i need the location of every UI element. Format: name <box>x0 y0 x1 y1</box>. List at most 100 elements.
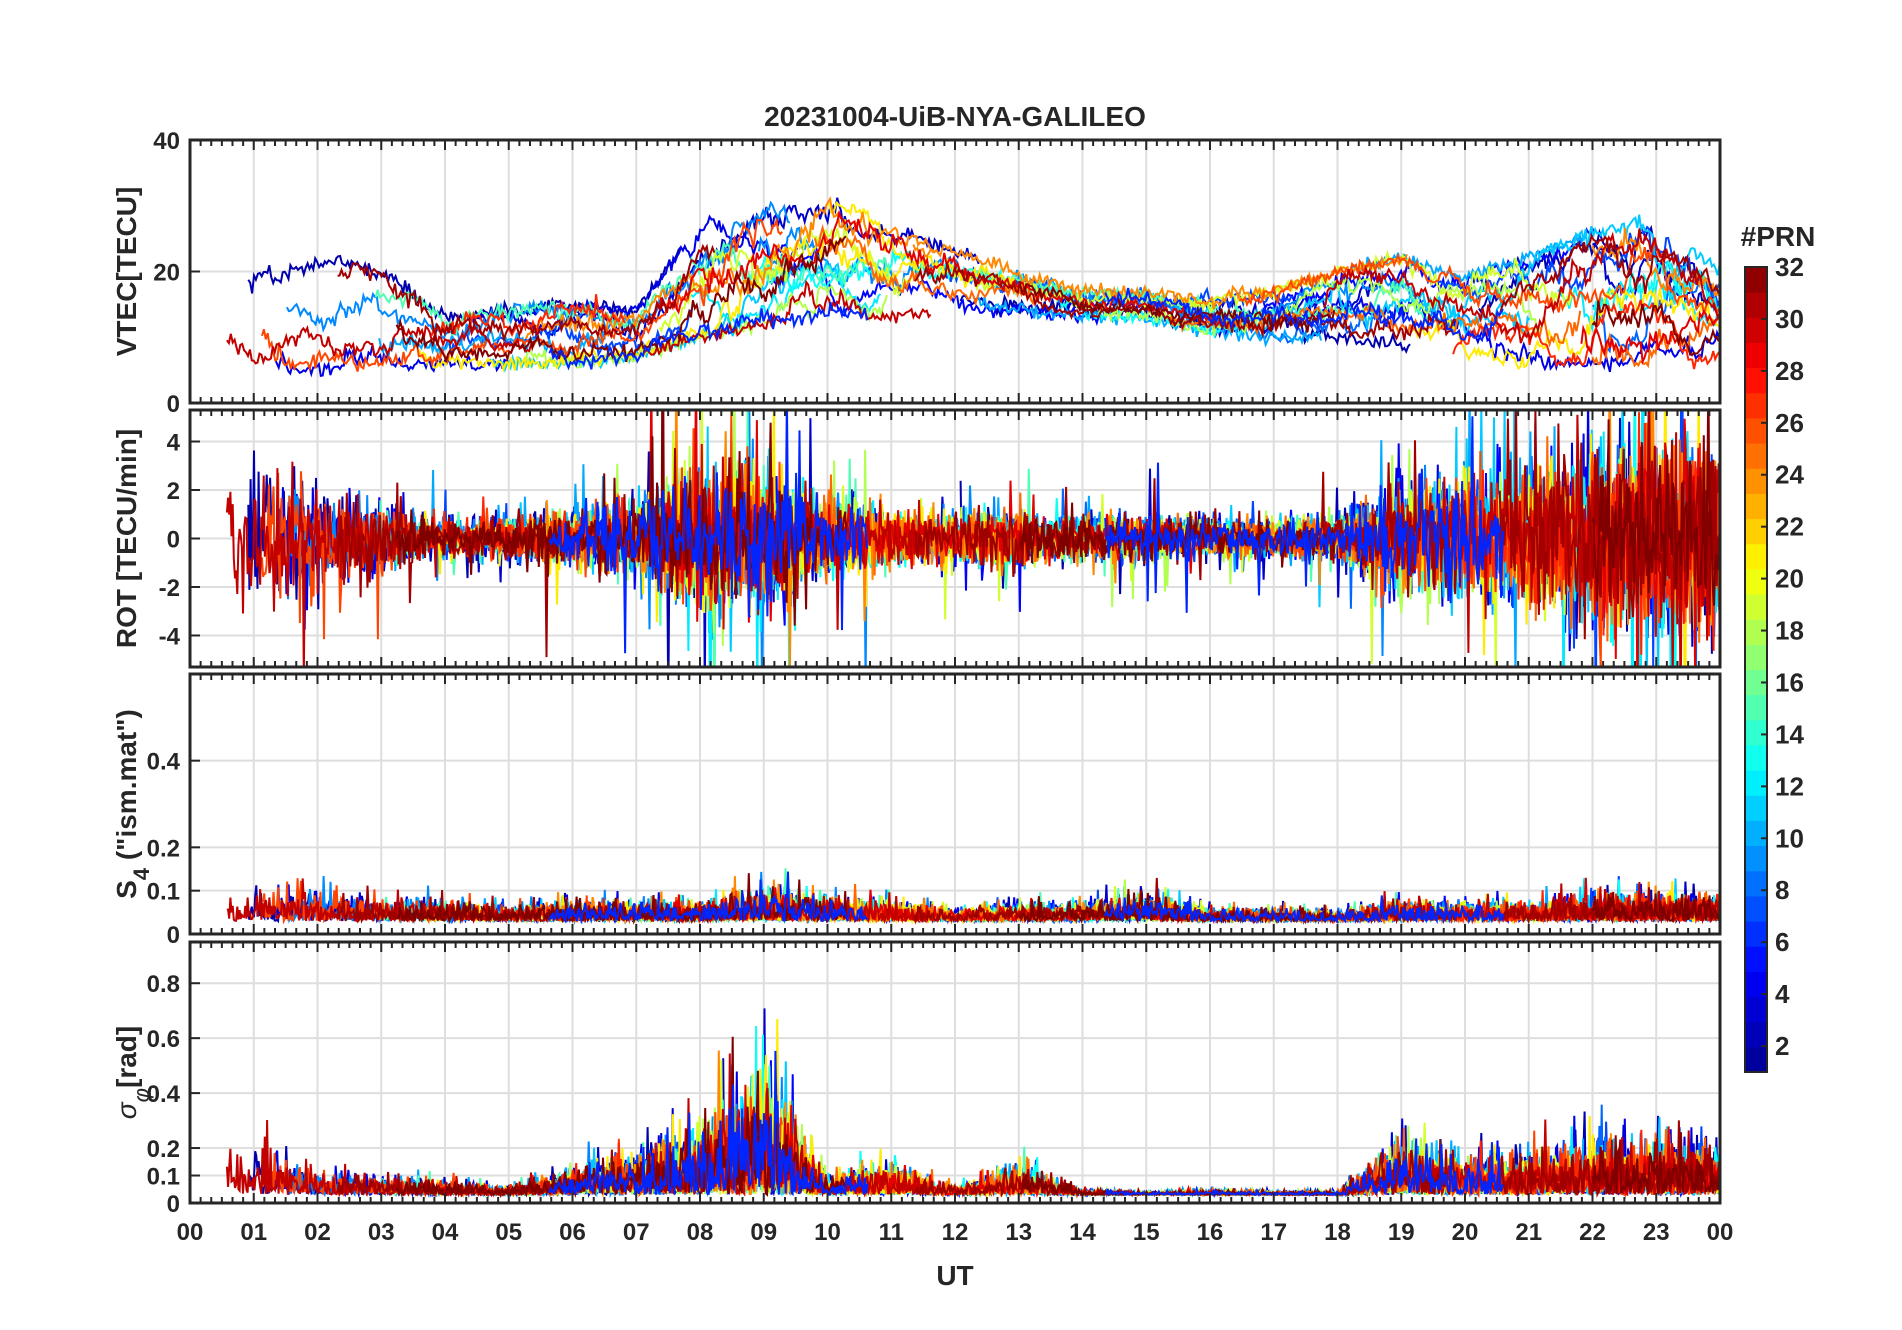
colorbar-tick-label: 32 <box>1775 252 1804 282</box>
y-tick-label: 0.6 <box>147 1026 180 1053</box>
colorbar-segment <box>1745 267 1767 293</box>
ticks <box>189 942 1721 1203</box>
colorbar-tick-label: 28 <box>1775 356 1804 386</box>
colorbar-tick-label: 16 <box>1775 667 1804 697</box>
colorbar-segment <box>1745 292 1767 318</box>
colorbar-tick-label: 8 <box>1775 875 1789 905</box>
y-tick-label: 0 <box>167 391 180 418</box>
colorbar-tick-label: 26 <box>1775 408 1804 438</box>
prn-trace <box>1591 410 1720 606</box>
colorbar-segment <box>1745 921 1767 947</box>
colorbar-segment <box>1745 770 1767 796</box>
x-tick-label: 16 <box>1197 1219 1224 1246</box>
x-tick-label: 10 <box>814 1219 841 1246</box>
y-tick-label: 20 <box>153 260 180 287</box>
colorbar-segment <box>1745 543 1767 570</box>
prn-trace <box>1104 895 1505 925</box>
colorbar-segment <box>1745 820 1767 847</box>
colorbar-frame <box>1744 266 1768 1073</box>
prn-trace <box>1322 228 1720 344</box>
colorbar-segment <box>1745 694 1767 721</box>
y-axis-label: ROT [TECU/min] <box>111 429 142 648</box>
y-tick-label: -4 <box>159 623 181 650</box>
colorbar-segment <box>1745 719 1767 746</box>
traces <box>225 410 1720 667</box>
panel-2: -4 -2 0 2 4 ROT [TECU/min] <box>111 408 1722 669</box>
x-tick-label: 12 <box>942 1219 969 1246</box>
prn-trace <box>337 243 716 344</box>
prn-trace <box>1580 309 1720 366</box>
prn-trace <box>769 243 1102 327</box>
prn-trace <box>912 243 1408 310</box>
colorbar-tick-label: 12 <box>1775 771 1804 801</box>
prn-trace <box>813 223 1039 307</box>
y-tick-label: 4 <box>167 430 181 457</box>
colorbar-segment <box>1745 367 1767 394</box>
y-tick-label: 0 <box>167 527 180 554</box>
colorbar-segment <box>1745 1021 1767 1048</box>
y-tick-label: 0.2 <box>147 1136 180 1163</box>
prn-trace <box>1262 226 1596 312</box>
ticks <box>189 410 1721 667</box>
y-tick-label: 0 <box>167 1191 180 1218</box>
prn-trace <box>525 196 935 340</box>
x-tick-label: 14 <box>1069 1219 1096 1246</box>
x-axis: 00 01 02 03 04 05 06 07 08 09 10 11 12 13 14 15 16 17 18 19… <box>177 1219 1734 1246</box>
colorbar-segment <box>1745 744 1767 771</box>
x-tick-label: 21 <box>1515 1219 1542 1246</box>
ticks <box>189 140 1721 403</box>
colorbar-segment <box>1745 317 1767 343</box>
grid <box>190 674 1720 935</box>
y-tick-label: 0.1 <box>147 879 180 906</box>
x-tick-label: 20 <box>1452 1219 1479 1246</box>
y-tick-label: -2 <box>159 575 180 602</box>
prn-trace <box>977 296 1323 348</box>
colorbar-segment <box>1745 971 1767 998</box>
panel-4: 00.10.2 0.4 0.6 0.8 σφ[rad] <box>111 940 1722 1218</box>
panel-1: 0 20 40 VTEC[TECU] <box>111 128 1722 418</box>
colorbar-segment <box>1745 342 1767 369</box>
y-tick-label: 2 <box>167 478 180 505</box>
colorbar-segment <box>1745 468 1767 494</box>
x-tick-label: 23 <box>1643 1219 1670 1246</box>
x-tick-label: 00 <box>177 1219 204 1246</box>
prn-trace <box>1591 1132 1720 1194</box>
colorbar-segment <box>1745 1046 1767 1073</box>
colorbar-tick-label: 14 <box>1775 719 1804 749</box>
x-tick-label: 13 <box>1005 1219 1032 1246</box>
x-tick-label: 01 <box>240 1219 267 1246</box>
x-tick-label: 00 <box>1707 1219 1734 1246</box>
prn-trace <box>913 877 1458 925</box>
prn-trace <box>1104 416 1505 613</box>
colorbar-segment <box>1745 594 1767 620</box>
y-tick-label: 0.2 <box>147 835 180 862</box>
colorbar-tick-label: 22 <box>1775 512 1804 542</box>
x-tick-label: 04 <box>432 1219 459 1246</box>
colorbar-segment <box>1745 946 1767 972</box>
colorbar-segment <box>1745 392 1767 419</box>
colorbar-segment <box>1745 895 1767 922</box>
prn-trace <box>1104 287 1504 343</box>
x-tick-label: 17 <box>1260 1219 1287 1246</box>
x-tick-label: 22 <box>1579 1219 1606 1246</box>
colorbar-segment <box>1745 845 1767 872</box>
y-axis-label: S4 ("ism.mat") <box>111 709 154 899</box>
colorbar-tick-label: 4 <box>1775 979 1790 1009</box>
x-tick-label: 02 <box>304 1219 331 1246</box>
colorbar-label: #PRN <box>1741 221 1816 252</box>
figure-title: 20231004-UiB-NYA-GALILEO <box>764 101 1146 132</box>
x-tick-label: 06 <box>559 1219 586 1246</box>
traces <box>226 196 1720 378</box>
prn-trace <box>548 302 868 371</box>
traces <box>226 868 1720 925</box>
colorbar-segment <box>1745 493 1767 520</box>
x-tick-label: 19 <box>1388 1219 1415 1246</box>
colorbar-tick-label: 10 <box>1775 823 1804 853</box>
prn-trace <box>286 200 791 345</box>
y-axis-label: σφ[rad] <box>111 1026 154 1119</box>
prn-trace <box>1498 232 1720 315</box>
x-tick-label: 11 <box>879 1219 904 1246</box>
